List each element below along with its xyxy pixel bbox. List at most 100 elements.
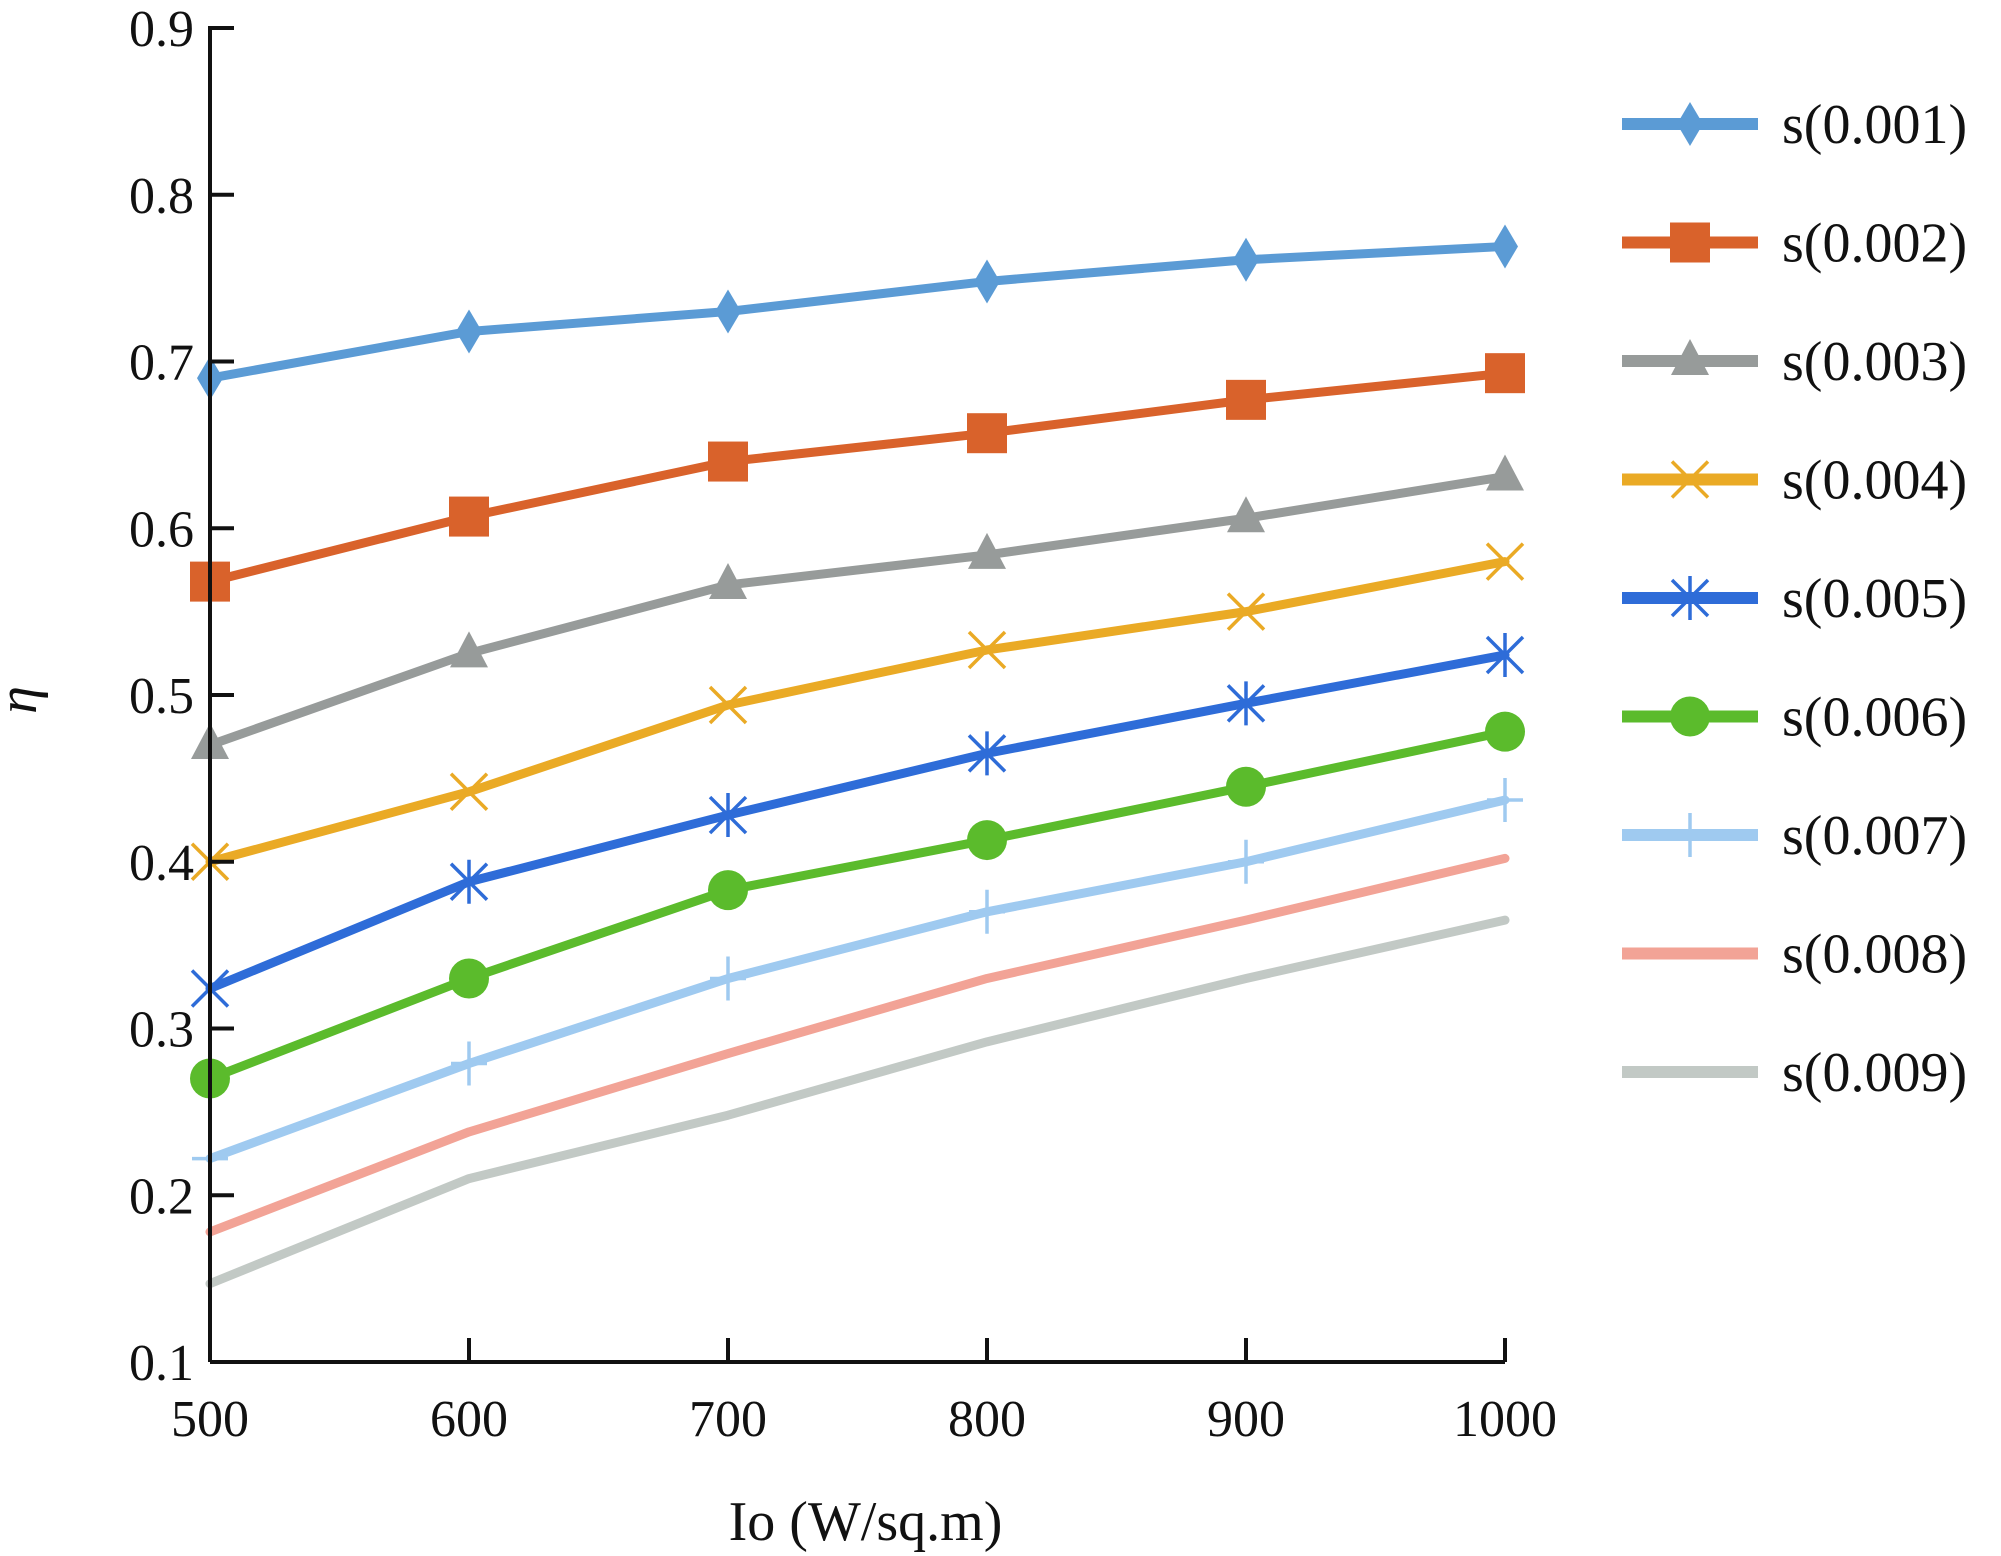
legend-marker [1670,576,1710,620]
series-8 [205,853,1510,1237]
legend-item: s(0.008) [1622,924,1967,986]
y-tick-label: 0.3 [129,1002,194,1059]
data-point [1485,711,1525,752]
y-tick-label: 0.4 [129,835,194,892]
legend-item: s(0.007) [1622,805,1967,867]
data-point [715,289,741,334]
data-point [449,772,489,811]
x-tick-label: 500 [171,1391,249,1448]
data-point [456,309,482,354]
legend-label: s(0.002) [1782,213,1967,275]
legend-label: s(0.006) [1782,687,1967,749]
series-line [205,241,1510,383]
legend-marker [1670,222,1710,263]
legend-label: s(0.009) [1782,1042,1967,1104]
series-3 [191,454,1524,760]
data-point [967,731,1007,776]
data-point [449,859,489,904]
data-point [1492,224,1518,269]
series-2 [190,353,1525,602]
data-point [1227,496,1265,533]
data-point [1487,778,1523,823]
legend-marker [1677,102,1703,146]
data-point [725,1112,731,1119]
data-point [974,259,1000,304]
y-tick-label: 0.5 [129,668,194,725]
data-point [984,1038,990,1045]
legend-marker [1670,696,1710,737]
series-line [205,853,1510,1237]
data-point [709,562,747,599]
legend-label: s(0.004) [1782,450,1967,512]
data-point [967,413,1007,454]
data-point [1485,542,1525,581]
series-line [205,915,1510,1289]
data-point [449,958,489,999]
data-point [451,1041,487,1086]
data-point [1485,353,1525,394]
data-point [708,685,748,725]
legend-label: s(0.003) [1782,331,1967,393]
series-5 [190,632,1525,1011]
legend-item: s(0.002) [1622,213,1967,275]
y-tick-label: 0.2 [129,1168,194,1225]
data-point [1486,454,1524,491]
y-tick-label: 0.1 [129,1335,194,1392]
data-point [1226,592,1266,631]
series-line [205,727,1510,1084]
data-point [1226,681,1266,726]
legend-marker [1670,460,1710,499]
series-9 [205,915,1510,1289]
data-point [969,889,1005,934]
legend-label: s(0.001) [1782,94,1967,156]
legend-item: s(0.003) [1622,331,1967,393]
series-line [205,557,1510,867]
legend-item: s(0.009) [1622,1042,1967,1104]
legend-marker [1671,339,1709,375]
series-line [205,472,1510,750]
x-tick-label: 600 [430,1391,508,1448]
data-point [967,820,1007,861]
y-tick-label: 0.7 [129,335,194,392]
data-point [466,1128,472,1135]
series-line [205,795,1510,1164]
data-point [1243,975,1249,982]
series-line [205,368,1510,587]
data-point [708,441,748,482]
legend-item: s(0.005) [1622,568,1967,630]
legend-item: s(0.006) [1622,687,1967,749]
data-point [1502,917,1508,924]
series-line [205,650,1510,993]
data-point [725,1050,731,1057]
series-7 [192,778,1523,1181]
data-point [449,496,489,537]
x-tick-label: 1000 [1453,1391,1557,1448]
data-point [1226,766,1266,807]
data-point [466,1175,472,1182]
series-4 [190,542,1525,881]
x-tick-label: 900 [1207,1391,1285,1448]
data-point [984,975,990,982]
data-point [450,631,488,668]
data-point [1243,917,1249,924]
data-point [708,870,748,911]
data-point [1228,839,1264,884]
legend-label: s(0.007) [1782,805,1967,867]
data-point [710,956,746,1001]
data-point [1226,379,1266,420]
y-tick-label: 0.8 [129,168,194,225]
legend-item: s(0.004) [1622,450,1967,512]
x-tick-label: 800 [948,1391,1026,1448]
legend-marker [1672,813,1708,857]
data-point [1502,855,1508,862]
data-point [708,793,748,838]
data-point [967,630,1007,670]
y-tick-label: 0.9 [129,1,194,58]
y-tick-label: 0.6 [129,501,194,558]
axes: 0.1 0.2 0.3 0.4 0.5 0.6 0.7 0.8 0.9 500 600 700 800 9… [129,1,1557,1448]
legend-label: s(0.005) [1782,568,1967,630]
x-tick-label: 700 [689,1391,767,1448]
legend-item: s(0.001) [1622,94,1967,156]
series-1 [197,224,1518,401]
